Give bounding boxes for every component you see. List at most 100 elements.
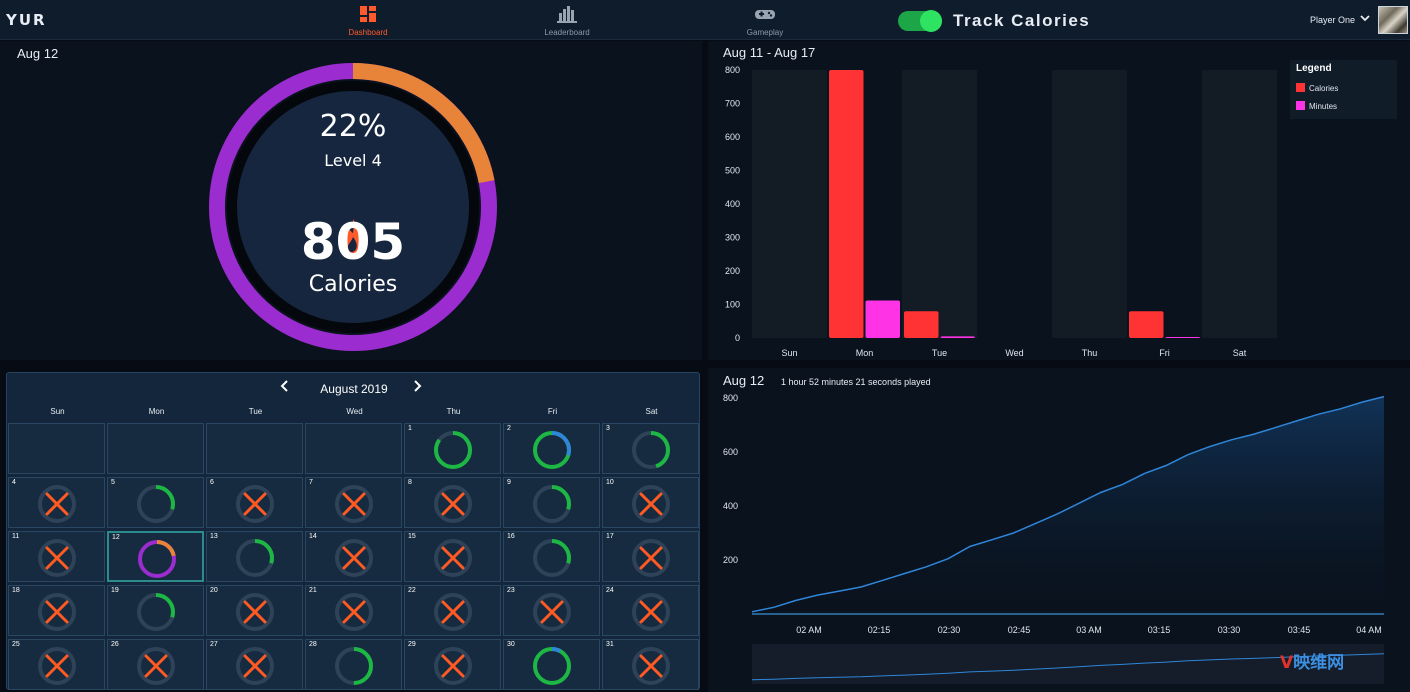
nav-dashboard-label: Dashboard [348, 28, 388, 37]
x-tick-label: 02 AM [796, 625, 822, 635]
track-calories-toggle[interactable] [898, 10, 942, 32]
calendar-day-18[interactable]: 18 [8, 585, 105, 636]
no-activity-icon [632, 593, 670, 631]
no-activity-icon [434, 593, 472, 631]
calendar-day-16[interactable]: 16 [503, 531, 600, 582]
day-number: 23 [507, 587, 515, 594]
calendar-day-24[interactable]: 24 [602, 585, 699, 636]
prev-month-button[interactable] [280, 380, 290, 395]
day-number: 6 [210, 479, 214, 486]
month-calendar: August 2019 Sun Mon Tue Wed Thu Fri Sat 1 2 3 4 5 6 7… [6, 372, 700, 690]
day-number: 18 [12, 587, 20, 594]
calendar-day-8[interactable]: 8 [404, 477, 501, 528]
calendar-day-14[interactable]: 14 [305, 531, 402, 582]
session-calories-chart: 200 400 600 800 02 AM 02:15 02:30 02:45 03 AM 03:… [723, 393, 1385, 684]
next-month-button[interactable] [412, 380, 422, 395]
calories-label: Calories [308, 272, 398, 297]
no-activity-icon [632, 485, 670, 523]
calendar-day-4[interactable]: 4 [8, 477, 105, 528]
calendar-day-31[interactable]: 31 [602, 639, 699, 690]
day-number: 2 [507, 425, 511, 432]
calendar-day-5[interactable]: 5 [107, 477, 204, 528]
activity-ring-icon [533, 431, 571, 469]
avatar[interactable] [1378, 6, 1408, 34]
calories-area [752, 396, 1384, 614]
ring-date: Aug 12 [17, 46, 59, 61]
legend-label-minutes: Minutes [1309, 102, 1338, 111]
bar-minutes-tue[interactable] [940, 336, 976, 338]
bar-calories-mon[interactable] [829, 70, 864, 338]
player-name[interactable]: Player One [1310, 15, 1356, 25]
calendar-empty-cell [305, 423, 402, 474]
weekday-wed: Wed [346, 407, 363, 416]
calendar-day-25[interactable]: 25 [8, 639, 105, 690]
calendar-day-12[interactable]: 12 [107, 531, 204, 582]
y-tick-label: 400 [723, 501, 738, 511]
no-activity-icon [236, 485, 274, 523]
chevron-down-icon[interactable] [1360, 13, 1370, 26]
calendar-empty-cell [107, 423, 204, 474]
yur-logo[interactable]: YUR [6, 11, 47, 29]
legend-item-calories[interactable]: Calories [1296, 83, 1338, 93]
calendar-day-26[interactable]: 26 [107, 639, 204, 690]
x-tick-label: Sat [1233, 348, 1247, 358]
y-tick-label: 400 [725, 199, 740, 209]
calendar-day-23[interactable]: 23 [503, 585, 600, 636]
calendar-day-30[interactable]: 30 [503, 639, 600, 690]
calendar-day-3[interactable]: 3 [602, 423, 699, 474]
played-duration: 1 hour 52 minutes 21 seconds played [781, 377, 931, 387]
calendar-day-6[interactable]: 6 [206, 477, 303, 528]
x-tick-label: Fri [1159, 348, 1170, 358]
calories-line [751, 395, 1385, 613]
calendar-month-title: August 2019 [320, 382, 388, 396]
legend-item-minutes[interactable]: Minutes [1296, 101, 1337, 111]
nav-leaderboard[interactable]: Leaderboard [522, 4, 612, 37]
level-progress-ring [209, 63, 497, 351]
calendar-day-2[interactable]: 2 [503, 423, 600, 474]
calendar-day-1[interactable]: 1 [404, 423, 501, 474]
chart-legend: Legend Calories Minutes [1290, 60, 1397, 119]
x-tick-label: 02:30 [938, 625, 961, 635]
day-number: 4 [12, 479, 16, 486]
legend-title: Legend [1296, 63, 1332, 74]
day-number: 20 [210, 587, 218, 594]
nav-gameplay[interactable]: Gameplay [720, 4, 810, 37]
no-activity-icon [38, 647, 76, 685]
calendar-day-13[interactable]: 13 [206, 531, 303, 582]
nav-dashboard[interactable]: Dashboard [323, 4, 413, 37]
calendar-day-29[interactable]: 29 [404, 639, 501, 690]
legend-swatch-minutes [1296, 101, 1305, 110]
y-tick-label: 600 [725, 132, 740, 142]
calendar-day-28[interactable]: 28 [305, 639, 402, 690]
x-tick-label: 03:30 [1218, 625, 1241, 635]
no-activity-icon [533, 593, 571, 631]
calendar-day-10[interactable]: 10 [602, 477, 699, 528]
bar-calories-tue[interactable] [904, 311, 939, 338]
y-tick-label: 700 [725, 99, 740, 109]
dashboard-icon [360, 6, 376, 22]
gamepad-icon [755, 10, 775, 19]
calendar-day-7[interactable]: 7 [305, 477, 402, 528]
calendar-day-19[interactable]: 19 [107, 585, 204, 636]
day-number: 3 [606, 425, 610, 432]
calendar-day-20[interactable]: 20 [206, 585, 303, 636]
weekday-sun: Sun [50, 407, 65, 416]
x-tick-label: Mon [856, 348, 874, 358]
bar-calories-fri[interactable] [1129, 311, 1164, 338]
calendar-day-22[interactable]: 22 [404, 585, 501, 636]
bar-minutes-fri[interactable] [1165, 336, 1201, 338]
y-tick-label: 0 [735, 333, 740, 343]
weekday-sat: Sat [645, 407, 658, 416]
calendar-day-15[interactable]: 15 [404, 531, 501, 582]
calendar-day-17[interactable]: 17 [602, 531, 699, 582]
no-activity-icon [236, 647, 274, 685]
no-activity-icon [335, 539, 373, 577]
bar-minutes-mon[interactable] [865, 300, 901, 338]
calendar-day-21[interactable]: 21 [305, 585, 402, 636]
nav-leaderboard-label: Leaderboard [544, 28, 590, 37]
calendar-day-27[interactable]: 27 [206, 639, 303, 690]
calendar-day-11[interactable]: 11 [8, 531, 105, 582]
level-label: Level 4 [324, 151, 382, 170]
calendar-day-9[interactable]: 9 [503, 477, 600, 528]
calendar-empty-cell [8, 423, 105, 474]
